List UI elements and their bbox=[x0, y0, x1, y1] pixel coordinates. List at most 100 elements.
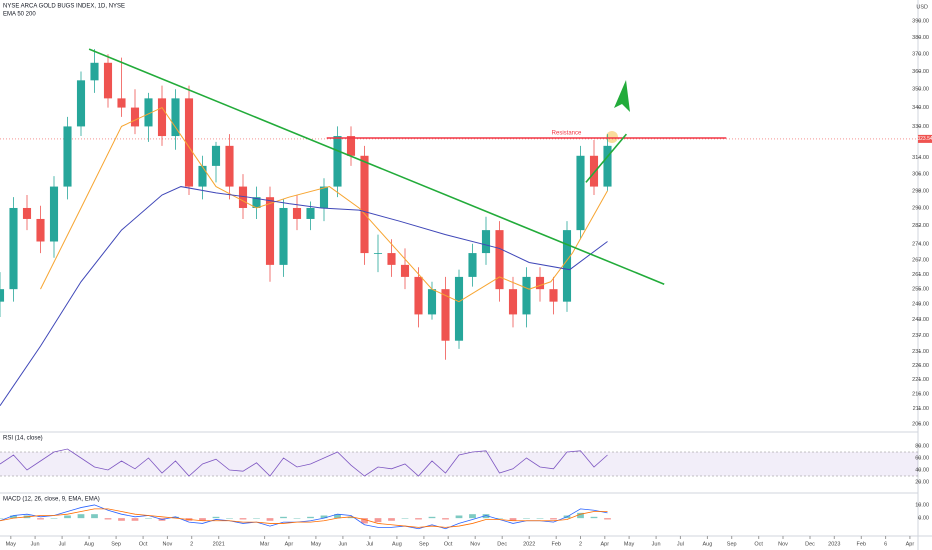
rsi-band bbox=[0, 452, 918, 476]
last-price-tag bbox=[918, 134, 932, 143]
macd-hist bbox=[239, 518, 247, 520]
macd-hist bbox=[91, 514, 98, 519]
macd-hist bbox=[415, 518, 422, 520]
y-tick-label: 360.00 bbox=[912, 69, 929, 75]
candle-body bbox=[481, 230, 491, 254]
x-tick-label: 2023 bbox=[828, 541, 840, 547]
x-tick-label: Dec bbox=[805, 541, 815, 547]
macd-hist bbox=[604, 518, 611, 520]
x-tick-label: Jul bbox=[366, 541, 373, 547]
candle-body bbox=[184, 98, 194, 187]
candle-body bbox=[49, 186, 59, 242]
candle-body bbox=[225, 145, 234, 187]
macd-hist bbox=[64, 515, 71, 519]
candle-body bbox=[117, 98, 126, 108]
candle-body bbox=[603, 145, 612, 187]
x-tick-label: Nov bbox=[470, 541, 480, 547]
currency: USD bbox=[916, 4, 928, 10]
candle-body bbox=[454, 276, 464, 341]
macd-hist bbox=[118, 518, 125, 521]
candle-body bbox=[373, 253, 383, 254]
candle-body bbox=[103, 62, 113, 99]
macd-hist bbox=[347, 516, 355, 519]
candle-body bbox=[292, 207, 302, 219]
candle-body bbox=[414, 276, 423, 315]
rsi-tick-label: 20.00 bbox=[915, 479, 929, 485]
macd-hist bbox=[361, 518, 368, 524]
x-tick-label: Jun bbox=[652, 541, 661, 547]
x-tick-label: Jul bbox=[677, 541, 684, 547]
x-tick-label: Jul bbox=[59, 541, 66, 547]
macd-hist bbox=[50, 518, 58, 519]
candle-body bbox=[400, 264, 410, 277]
macd-hist bbox=[374, 518, 382, 523]
candle-body bbox=[238, 186, 248, 208]
y-tick-label: 330.00 bbox=[912, 124, 929, 130]
candle-body bbox=[468, 253, 477, 277]
x-tick-label: Nov bbox=[778, 541, 788, 547]
macd-title: MACD (12, 26, close, 9, EMA, EMA) bbox=[3, 497, 100, 503]
x-tick-label: Sep bbox=[727, 541, 737, 547]
x-tick-label: Dec bbox=[497, 541, 507, 547]
candle-body bbox=[549, 289, 558, 302]
x-tick-label: 6 bbox=[884, 541, 887, 547]
candle-body bbox=[211, 145, 221, 166]
trend-line bbox=[88, 48, 665, 285]
y-tick-label: 274.00 bbox=[912, 241, 929, 247]
x-tick-label: May bbox=[624, 541, 635, 547]
x-tick-label: Apr bbox=[906, 541, 915, 547]
candle-body bbox=[535, 276, 545, 290]
macd-hist bbox=[253, 518, 260, 519]
x-tick-label: 2 bbox=[190, 541, 193, 547]
rsi-title: RSI (14, close) bbox=[3, 436, 43, 442]
y-tick-label: 314.00 bbox=[912, 155, 929, 161]
candle-body bbox=[265, 197, 275, 265]
y-tick-label: 243.00 bbox=[912, 317, 929, 323]
last-price-label: 323.54 bbox=[917, 136, 932, 142]
macd-hist bbox=[307, 516, 314, 519]
macd-hist bbox=[428, 516, 436, 519]
macd-hist bbox=[145, 518, 152, 519]
macd-hist bbox=[590, 516, 598, 519]
candle-body bbox=[144, 98, 153, 127]
candle-body bbox=[171, 98, 180, 137]
macd-hist bbox=[482, 514, 490, 519]
candle-body bbox=[576, 155, 585, 231]
macd-hist bbox=[293, 518, 301, 519]
macd-hist bbox=[442, 518, 449, 520]
chart-title: NYSE ARCA GOLD BUGS INDEX, 1D, NYSE bbox=[3, 4, 125, 10]
x-tick-label: Jun bbox=[31, 541, 40, 547]
macd-hist bbox=[199, 518, 206, 521]
macd-hist bbox=[388, 518, 395, 521]
x-tick-label: Apr bbox=[601, 541, 610, 547]
macd-hist bbox=[131, 518, 139, 521]
macd-hist bbox=[455, 515, 463, 519]
ema-line bbox=[40, 106, 608, 303]
y-tick-label: 249.00 bbox=[912, 302, 929, 308]
y-tick-label: 211.00 bbox=[913, 406, 929, 412]
candle-body bbox=[589, 155, 599, 187]
macd-line bbox=[0, 508, 608, 528]
macd-hist bbox=[577, 512, 584, 519]
x-tick-label: Apr bbox=[285, 541, 294, 547]
candle-body bbox=[306, 207, 315, 219]
candle-body bbox=[360, 155, 369, 254]
candle-body bbox=[63, 126, 72, 187]
x-tick-label: Mar bbox=[260, 541, 270, 547]
rsi-tick-label: 80.00 bbox=[915, 443, 929, 449]
y-tick-label: 380.00 bbox=[912, 35, 929, 41]
candle-body bbox=[495, 230, 504, 290]
macd-hist bbox=[104, 518, 112, 520]
x-tick-label: Oct bbox=[139, 541, 148, 547]
candle-body bbox=[427, 289, 437, 315]
ema-line bbox=[0, 186, 608, 407]
macd-hist bbox=[172, 516, 179, 519]
candle-body bbox=[441, 289, 450, 341]
macd-hist bbox=[77, 514, 85, 519]
y-tick-label: 267.00 bbox=[912, 258, 929, 264]
candle-body bbox=[90, 62, 99, 81]
x-tick-label: Sep bbox=[419, 541, 429, 547]
x-tick-label: Jun bbox=[338, 541, 347, 547]
candle-body bbox=[198, 165, 207, 187]
highlight bbox=[606, 131, 618, 143]
